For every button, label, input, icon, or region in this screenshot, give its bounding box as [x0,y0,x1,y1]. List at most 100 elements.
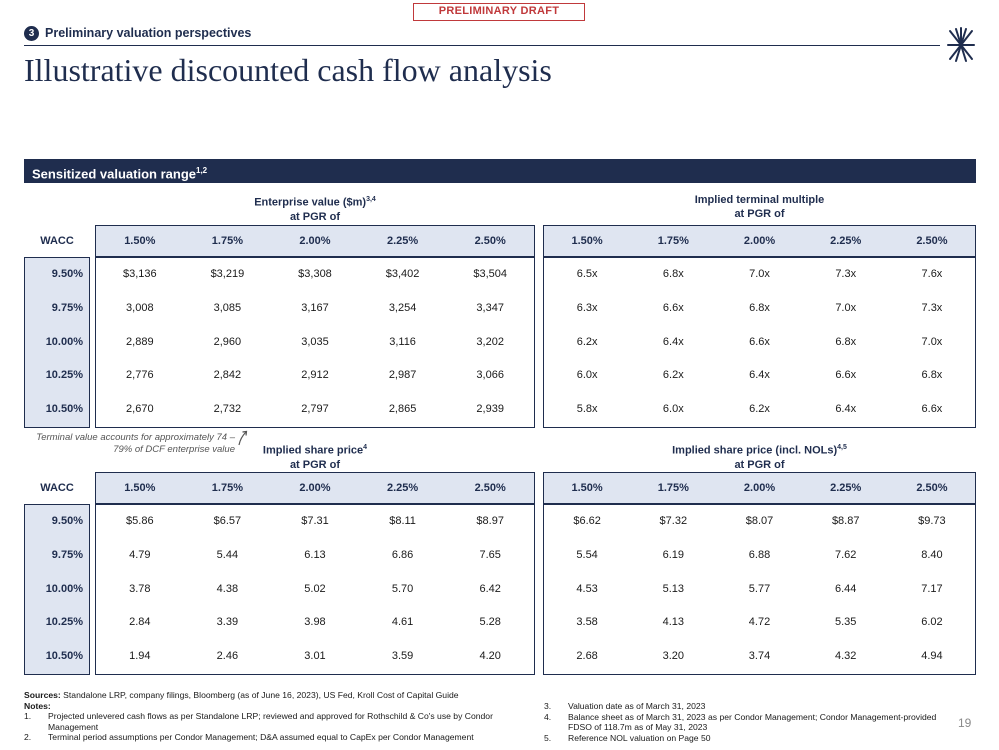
table-cell: $7.31 [301,515,329,527]
footnote-number: 5. [544,732,552,743]
pgr-label: 1.50% [124,235,156,247]
table-cell: 4.72 [748,616,771,629]
tm-grid: 6.5x 6.8x 7.0x 7.3x 7.6x 6.3x 6.6x 6.8x 7.0x 7.3… [543,257,976,428]
table-row: 4.79 5.44 6.13 6.86 7.65 [96,539,534,573]
table-row: 4.53 5.13 5.77 6.44 7.17 [544,573,975,607]
table-cell: 6.0x [576,369,598,382]
table-cell: 5.13 [662,582,685,595]
footnote-item: 3. Valuation date as of March 31, 2023 [544,701,949,712]
table-cell: $8.11 [389,515,416,527]
footnotes-right: 3. Valuation date as of March 31, 2023 4.… [544,701,949,743]
table-cell: 1.94 [129,650,151,663]
firm-logo-icon [947,27,975,62]
sp-table-title: Implied share price4 at PGR of [95,441,535,472]
spn-footnote-ref: 4,5 [837,444,847,451]
table-cell: $7.32 [659,515,688,527]
pgr-label: 2.25% [386,235,419,247]
table-cell: $8.97 [476,515,504,527]
table-row: 3.78 4.38 5.02 5.70 6.42 [96,573,534,607]
table-row: 2,670 2,732 2,797 2,865 2,939 [96,393,534,427]
table-cell: $9.73 [918,515,946,527]
wacc-value: 10.00% [45,335,83,348]
table-cell: 7.0x [749,268,770,280]
table-cell: 7.6x [921,268,943,280]
spn-table-title: Implied share price (incl. NOLs)4,5 at P… [543,441,976,472]
table-cell: 6.8x [749,301,770,314]
table-cell: 4.94 [921,650,943,663]
pgr-label: 2.25% [830,235,862,247]
table-cell: 6.19 [662,548,685,561]
table-cell: 6.86 [391,548,414,561]
table-cell: 7.0x [835,301,857,314]
table-cell: 6.02 [921,616,943,629]
wacc-value: 9.50% [51,268,83,280]
spn-title: Implied share price (incl. NOLs) [672,444,838,457]
table-row: 2,776 2,842 2,912 2,987 3,066 [96,359,534,393]
table-row: 3.58 4.13 4.72 5.35 6.02 [544,606,975,640]
table-row: $5.86 $6.57 $7.31 $8.11 $8.97 [96,505,534,539]
spn-grid: $6.62 $7.32 $8.07 $8.87 $9.73 5.54 6.19 6.88 7.… [543,504,976,675]
footnote-number: 2. [24,732,32,742]
pgr-label: 1.50% [571,235,603,247]
wacc-value: 10.50% [45,403,83,416]
table-cell: 7.3x [835,268,857,280]
table-cell: 3.58 [576,616,598,629]
wacc-column-bottom: 9.50% 9.75% 10.00% 10.25% 10.50% [24,504,90,675]
table-row: 6.0x 6.2x 6.4x 6.6x 6.8x [544,359,975,393]
footnotes-left: Sources: Standalone LRP, company filings… [24,690,534,743]
table-cell: 7.62 [835,548,857,561]
footnote-text: Terminal period assumptions per Condor M… [48,732,474,742]
table-cell: 3,167 [301,301,329,314]
wacc-value: 10.00% [45,582,83,595]
table-cell: 7.17 [921,582,943,595]
table-cell: 4.53 [576,582,598,595]
pgr-label: 2.50% [916,482,948,494]
wacc-column-top: 9.50% 9.75% 10.00% 10.25% 10.50% [24,257,90,428]
table-cell: 6.6x [921,403,943,416]
sp-subtitle: at PGR of [289,458,341,471]
pgr-label: 2.00% [299,235,331,247]
table-cell: 7.0x [921,335,943,348]
tm-subtitle: at PGR of [734,208,785,220]
footnote-item: 1. Projected unlevered cash flows as per … [24,711,534,732]
table-cell: 6.2x [749,403,770,416]
table-cell: 6.3x [576,301,598,314]
table-cell: 2,732 [213,403,242,416]
spn-pgr-header: 1.50% 1.75% 2.00% 2.25% 2.50% [543,472,976,504]
wacc-value: 9.75% [51,301,83,314]
table-row: 3,008 3,085 3,167 3,254 3,347 [96,292,534,326]
table-cell: 2,912 [301,369,329,382]
table-row: $6.62 $7.32 $8.07 $8.87 $9.73 [544,505,975,539]
notes-label: Notes: [24,700,51,711]
table-cell: 6.42 [479,582,501,595]
pgr-label: 2.50% [916,235,948,247]
table-cell: 2.68 [576,650,598,663]
table-cell: $3,402 [385,268,420,280]
table-row: 6.2x 6.4x 6.6x 6.8x 7.0x [544,326,975,360]
sp-grid: $5.86 $6.57 $7.31 $8.11 $8.97 4.79 5.44 6.13 6.… [95,504,535,675]
table-cell: 5.28 [479,616,501,629]
sp-footnote-ref: 4 [363,444,368,451]
pgr-label: 1.75% [211,235,243,247]
table-cell: 2,939 [476,403,504,416]
table-cell: 3.98 [304,616,326,629]
table-cell: $3,136 [122,268,157,280]
pgr-label: 1.75% [657,482,689,494]
sp-title: Implied share price [262,444,364,457]
sp-pgr-header: 1.50% 1.75% 2.00% 2.25% 2.50% [95,472,535,504]
table-cell: $6.62 [573,515,601,527]
footnote-item: 2. Terminal period assumptions per Condor… [24,732,534,743]
table-cell: 5.8x [576,403,598,416]
table-cell: $6.57 [213,515,242,527]
table-cell: 6.2x [576,335,598,348]
footnote-text: Valuation date as of March 31, 2023 [568,701,706,711]
footnote-text: Balance sheet as of March 31, 2023 as pe… [568,711,937,733]
table-cell: 5.44 [216,548,239,561]
sources-line: Sources: Standalone LRP, company filings… [24,690,534,701]
ev-footnote-ref: 3,4 [366,196,376,203]
wacc-header-bottom: WACC [40,482,74,494]
table-cell: $3,219 [210,268,245,280]
wacc-value: 10.25% [45,369,83,382]
table-cell: 6.4x [662,335,684,348]
pgr-label: 1.75% [211,482,243,494]
